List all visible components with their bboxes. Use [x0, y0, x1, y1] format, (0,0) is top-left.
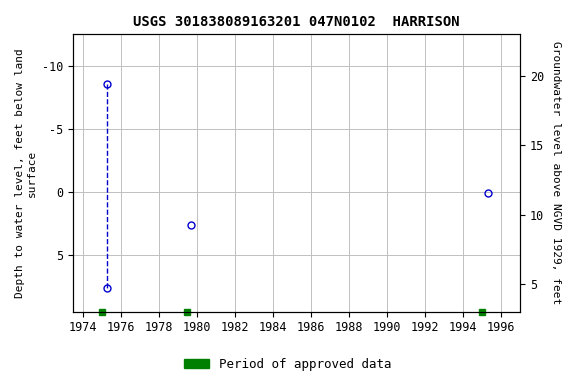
Y-axis label: Groundwater level above NGVD 1929, feet: Groundwater level above NGVD 1929, feet — [551, 41, 561, 305]
Y-axis label: Depth to water level, feet below land
surface: Depth to water level, feet below land su… — [15, 48, 37, 298]
Title: USGS 301838089163201 047N0102  HARRISON: USGS 301838089163201 047N0102 HARRISON — [134, 15, 460, 29]
Legend: Period of approved data: Period of approved data — [179, 353, 397, 376]
